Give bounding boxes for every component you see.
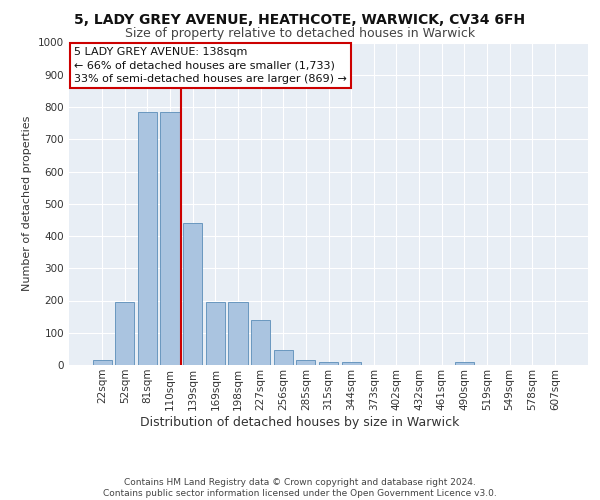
Text: Distribution of detached houses by size in Warwick: Distribution of detached houses by size …	[140, 416, 460, 429]
Bar	[296, 360, 316, 365]
Text: 5, LADY GREY AVENUE, HEATHCOTE, WARWICK, CV34 6FH: 5, LADY GREY AVENUE, HEATHCOTE, WARWICK,…	[74, 12, 526, 26]
Bar	[183, 223, 202, 365]
Bar	[160, 112, 180, 365]
Bar	[455, 362, 474, 365]
Text: Contains HM Land Registry data © Crown copyright and database right 2024.
Contai: Contains HM Land Registry data © Crown c…	[103, 478, 497, 498]
Text: Size of property relative to detached houses in Warwick: Size of property relative to detached ho…	[125, 28, 475, 40]
Y-axis label: Number of detached properties: Number of detached properties	[22, 116, 32, 292]
Bar	[206, 302, 225, 365]
Bar	[92, 360, 112, 365]
Bar	[251, 320, 270, 365]
Bar	[274, 350, 293, 365]
Bar	[341, 362, 361, 365]
Bar	[319, 362, 338, 365]
Bar	[138, 112, 157, 365]
Bar	[229, 302, 248, 365]
Bar	[115, 302, 134, 365]
Text: 5 LADY GREY AVENUE: 138sqm
← 66% of detached houses are smaller (1,733)
33% of s: 5 LADY GREY AVENUE: 138sqm ← 66% of deta…	[74, 48, 347, 84]
